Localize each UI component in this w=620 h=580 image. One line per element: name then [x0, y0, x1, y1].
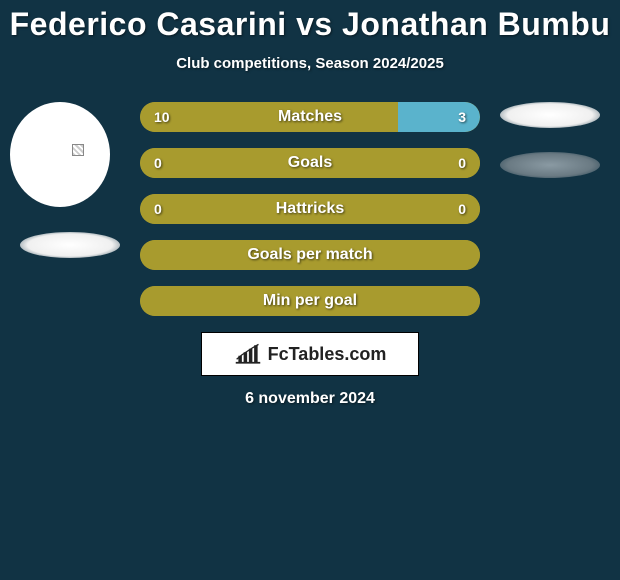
stat-row: 0 0Goals [140, 148, 480, 178]
player-left-avatar [10, 102, 110, 207]
stat-label: Goals per match [140, 240, 480, 270]
subtitle: Club competitions, Season 2024/2025 [0, 55, 620, 72]
stat-right-value: 0 [458, 194, 466, 224]
stat-row: Min per goal [140, 286, 480, 316]
broken-image-icon [72, 144, 84, 156]
stat-row: 10 3Matches [140, 102, 480, 132]
stat-left-value: 0 [154, 194, 162, 224]
avatar-circle [10, 102, 110, 207]
page-title: Federico Casarini vs Jonathan Bumbu [0, 0, 620, 43]
stat-left-value: 0 [154, 148, 162, 178]
player-left-pedestal [20, 232, 120, 258]
stat-bars: 103Matches00Goals00HattricksGoals per ma… [140, 102, 480, 316]
stat-row: Goals per match [140, 240, 480, 270]
date-label: 6 november 2024 [0, 390, 620, 408]
player-right-pedestal-top [500, 102, 600, 128]
comparison-panel: 103Matches00Goals00HattricksGoals per ma… [0, 102, 620, 408]
stat-label: Hattricks [140, 194, 480, 224]
stat-right-value: 3 [458, 102, 466, 132]
stat-label: Min per goal [140, 286, 480, 316]
stat-right-value: 0 [458, 148, 466, 178]
bar-chart-icon [234, 343, 262, 365]
watermark: FcTables.com [201, 332, 419, 376]
stat-row: 0 0Hattricks [140, 194, 480, 224]
player-right-pedestal-bottom [500, 152, 600, 178]
stat-label: Matches [140, 102, 480, 132]
stat-left-value: 10 [154, 102, 170, 132]
stat-label: Goals [140, 148, 480, 178]
watermark-text: FcTables.com [268, 344, 387, 365]
